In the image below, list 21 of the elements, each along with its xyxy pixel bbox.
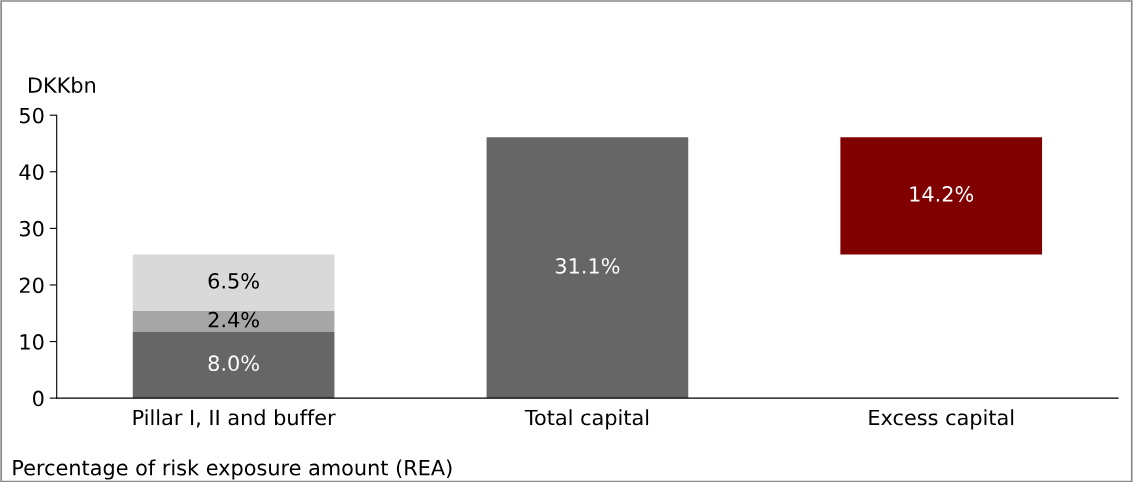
x-tick-label: Total capital (524, 409, 649, 430)
y-tick-label: 10 (20, 334, 44, 350)
annotation: 2.4% (208, 311, 259, 328)
text: Percentage of risk exposure amount (REA) (13, 459, 452, 480)
y-tick-label: 50 (19, 107, 44, 124)
annotation: 6.5% (208, 272, 259, 289)
annotation: 31.1% (555, 257, 620, 274)
y-axis-title: DKKbn (29, 76, 96, 93)
annotation: 14.2% (910, 186, 974, 202)
x-tick-label: Excess capital (869, 409, 1014, 430)
y-tick-label: 0 (33, 390, 44, 407)
bar (486, 137, 689, 399)
annotation: 8.0% (208, 355, 259, 372)
bar (132, 254, 335, 311)
bar (132, 310, 335, 332)
x-tick-label: Pillar I, II and buffer (133, 409, 336, 428)
bar (132, 331, 335, 399)
y-tick-label: 30 (19, 220, 44, 237)
bar (840, 137, 1043, 255)
y-tick-label: 40 (19, 164, 44, 180)
y-tick-label: 20 (19, 277, 44, 294)
